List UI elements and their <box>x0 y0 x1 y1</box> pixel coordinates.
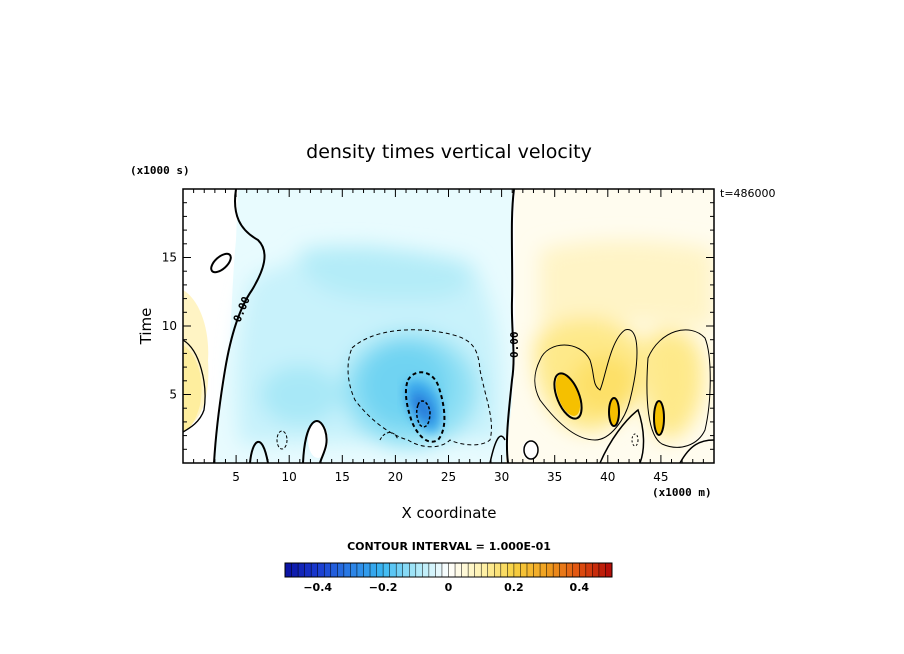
colorbar-cell <box>370 563 377 577</box>
plot-area: 0.00 0.00 <box>183 189 714 463</box>
negative-field-smooth <box>235 246 502 448</box>
colorbar-cell <box>356 563 364 577</box>
colorbar-tick-label: −0.2 <box>369 581 398 594</box>
x-tick-label: 40 <box>600 470 615 484</box>
colorbar-cell <box>285 563 292 577</box>
colorbar-cell <box>428 563 436 577</box>
colorbar-cell <box>533 563 541 577</box>
colorbar-frame <box>284 562 613 578</box>
colorbar-cell <box>291 563 299 577</box>
colorbar-cell <box>592 563 600 577</box>
colorbar-tick-label: 0.4 <box>570 581 590 594</box>
x-tick-label: 10 <box>282 470 297 484</box>
colorbar-cell <box>415 563 423 577</box>
colorbar-cell <box>559 563 567 577</box>
colorbar-cell <box>448 563 456 577</box>
y-axis-label: Time <box>137 308 155 346</box>
colorbar-cell <box>468 563 475 577</box>
x-tick-label: 35 <box>547 470 562 484</box>
zero-contour-loop <box>210 252 232 274</box>
x-axis-label: X coordinate <box>401 504 496 522</box>
colorbar-cell <box>455 563 462 577</box>
negative-field-core <box>404 380 442 434</box>
colorbar-cell <box>304 563 312 577</box>
positive-field-right <box>505 189 714 463</box>
colorbar-cell <box>383 563 390 577</box>
colorbar-cell <box>598 563 606 577</box>
colorbar-cell <box>474 563 482 577</box>
colorbar-cell <box>363 563 371 577</box>
x-tick-label: 5 <box>232 470 240 484</box>
x-tick-label: 45 <box>653 470 668 484</box>
colorbar-cell <box>350 563 358 577</box>
zero-contour-left-edge <box>183 339 206 433</box>
contour-label-right: 0.00 <box>508 332 521 359</box>
positive-contours <box>523 329 714 463</box>
colorbar-cell <box>298 563 305 577</box>
colorbar-cell <box>343 563 351 577</box>
colorbar-cell <box>376 563 384 577</box>
colorbar-cell <box>585 563 593 577</box>
y-tick-label: 15 <box>162 251 177 265</box>
colorbar-tick-label: 0 <box>445 581 453 594</box>
colorbar-cell <box>520 563 528 577</box>
x-tick-label: 20 <box>388 470 403 484</box>
x-tick-label: 25 <box>441 470 456 484</box>
negative-contours <box>276 329 639 450</box>
colorbar-cell <box>311 563 318 577</box>
colorbar-cell <box>487 563 495 577</box>
colorbar-cell <box>396 563 404 577</box>
x-tick-label: 15 <box>335 470 350 484</box>
colorbar-tick-label: 0.2 <box>504 581 524 594</box>
colorbar-cell <box>546 563 554 577</box>
colorbar-cell <box>500 563 508 577</box>
colorbar-tick-labels: −0.4 −0.2 0 0.2 0.4 <box>303 581 589 594</box>
colorbar-cell <box>540 563 547 577</box>
zero-contour-left <box>213 189 266 463</box>
colorbar-cell <box>605 563 613 577</box>
colorbar-cell <box>507 563 515 577</box>
colorbar <box>284 562 613 578</box>
axis-ticks <box>183 189 714 463</box>
colorbar-cell <box>389 563 397 577</box>
y-tick-labels: 5 10 15 <box>162 251 177 402</box>
colorbar-cell <box>481 563 489 577</box>
colorbar-cell <box>435 563 443 577</box>
colorbar-cell <box>494 563 502 577</box>
colorbar-cell <box>317 563 325 577</box>
contour-interval-text: CONTOUR INTERVAL = 1.000E-01 <box>347 540 551 553</box>
colorbar-cell <box>337 563 345 577</box>
y-tick-label: 10 <box>162 319 177 333</box>
colorbar-cell <box>579 563 587 577</box>
colorbar-tick-label: −0.4 <box>303 581 332 594</box>
time-label: t=486000 <box>720 187 776 200</box>
colorbar-cell <box>402 563 410 577</box>
colorbar-cell <box>330 563 338 577</box>
y-tick-label: 5 <box>169 388 177 402</box>
colorbar-cell <box>422 563 430 577</box>
colorbar-cell <box>572 563 580 577</box>
colorbar-cell <box>441 563 449 577</box>
colorbar-cell <box>461 563 469 577</box>
x-tick-label: 30 <box>494 470 509 484</box>
colorbar-cell <box>553 563 560 577</box>
colorbar-cell <box>324 563 332 577</box>
zero-contour-right <box>505 189 515 463</box>
colorbar-cell <box>409 563 417 577</box>
chart-title: density times vertical velocity <box>306 141 592 163</box>
x-tick-labels: 5 10 15 20 25 30 35 40 45 <box>232 470 668 484</box>
y-unit-label: (x1000 s) <box>130 164 190 177</box>
x-unit-label: (x1000 m) <box>652 486 712 499</box>
colorbar-cell <box>566 563 574 577</box>
colorbar-cell <box>526 563 534 577</box>
colorbar-cell <box>513 563 521 577</box>
